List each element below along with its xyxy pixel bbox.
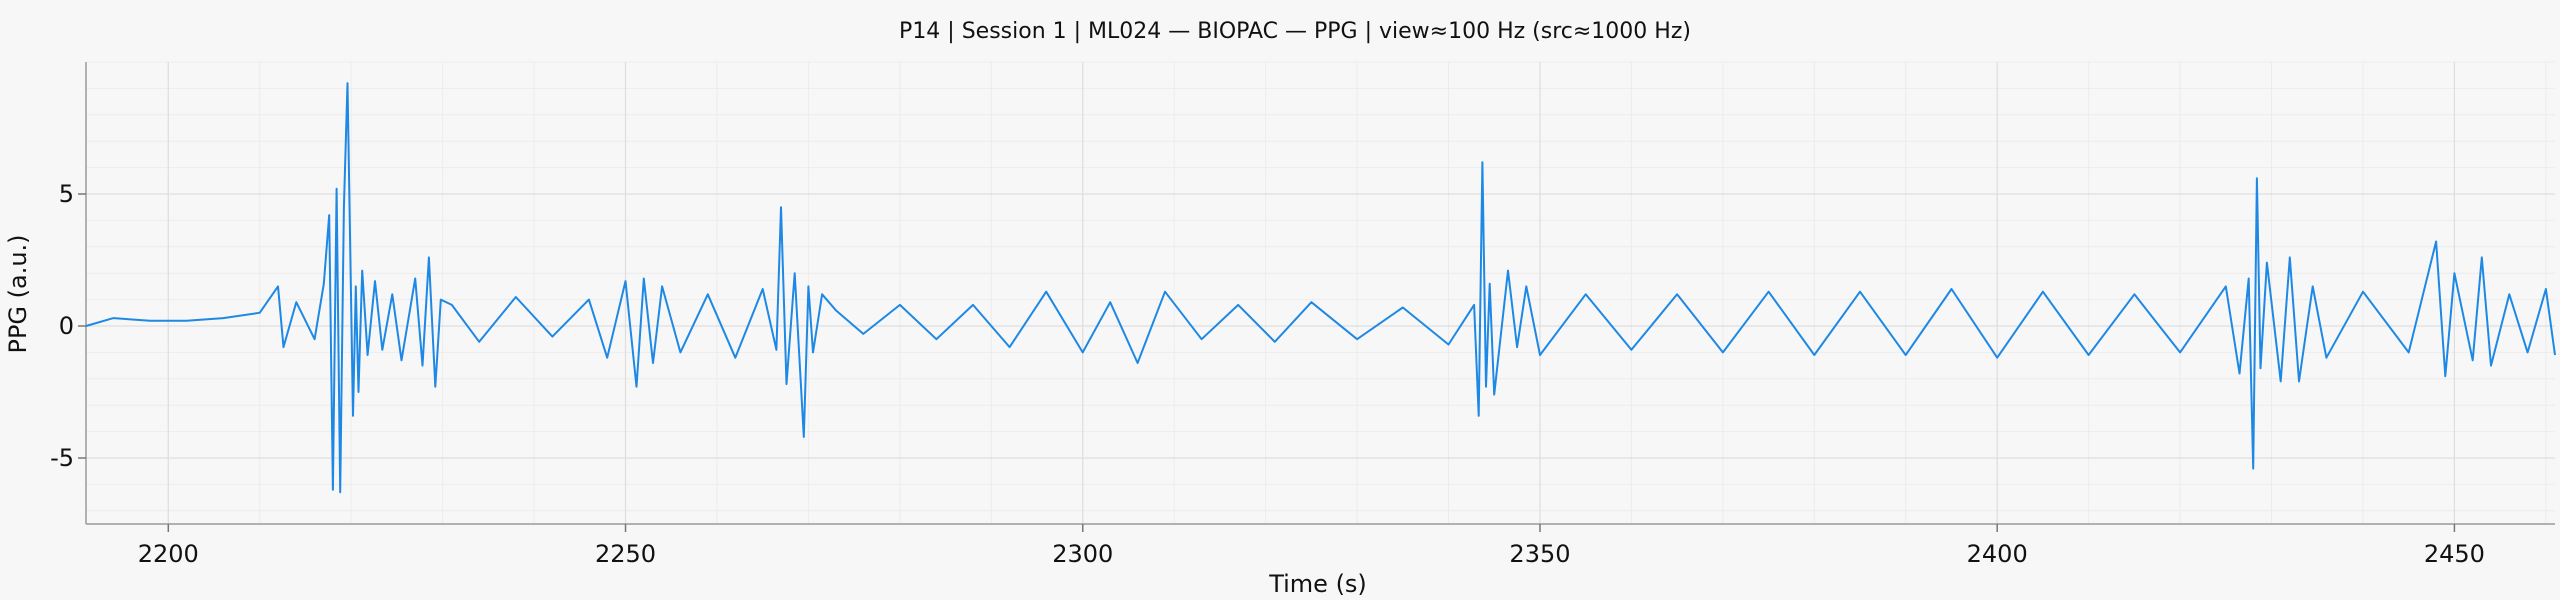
y-tick-label: 0: [59, 312, 74, 340]
x-tick-label: 2300: [1052, 540, 1113, 568]
ppg-series-line: [85, 82, 2556, 494]
x-tick-label: 2250: [595, 540, 656, 568]
x-tick-label: 2350: [1509, 540, 1570, 568]
tick-labels: 2200 2250 2300 2350 2400 2450 -5 0 5: [50, 180, 2485, 568]
axes: [78, 62, 2555, 532]
chart-title: P14 | Session 1 | ML024 — BIOPAC — PPG |…: [899, 19, 1691, 44]
y-tick-label: -5: [50, 444, 74, 472]
y-tick-label: 5: [59, 180, 74, 208]
x-tick-label: 2450: [2424, 540, 2485, 568]
x-tick-label: 2200: [138, 540, 199, 568]
x-tick-label: 2400: [1967, 540, 2028, 568]
series-layer: [85, 82, 2556, 494]
x-axis-label: Time (s): [1268, 570, 1367, 598]
grid: [86, 61, 2555, 524]
y-axis-label: PPG (a.u.): [4, 234, 32, 353]
